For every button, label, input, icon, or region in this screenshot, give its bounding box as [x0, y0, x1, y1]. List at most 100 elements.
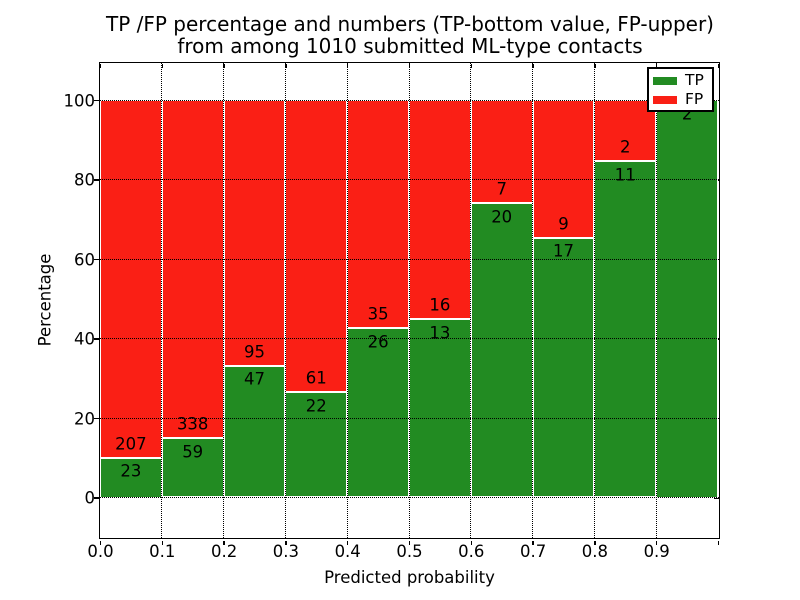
bar-label-tp: 23 — [120, 461, 142, 481]
gridline-vertical — [161, 63, 163, 538]
bar-fp-segment — [223, 100, 286, 366]
legend-swatch — [653, 76, 677, 85]
y-tick-label: 80 — [74, 170, 95, 190]
bar-label-fp: 7 — [496, 179, 507, 199]
legend-swatch — [653, 95, 677, 104]
gridline-vertical — [223, 63, 225, 538]
gridline-vertical — [655, 63, 657, 538]
gridline-horizontal — [100, 258, 719, 260]
bar-fp-segment — [285, 100, 348, 393]
gridline-horizontal — [100, 179, 719, 180]
x-tick-mark-top — [408, 63, 411, 68]
bar-label-fp: 95 — [244, 342, 265, 362]
gridline-horizontal — [100, 338, 719, 339]
y-tick-label: 40 — [74, 329, 95, 349]
y-tick-label: 20 — [74, 409, 95, 428]
bar-label-tp: 47 — [244, 369, 265, 389]
y-tick-mark — [94, 417, 99, 420]
x-tick-mark-top — [470, 63, 473, 68]
gridline-horizontal — [100, 99, 719, 101]
x-tick-label: 0.9 — [643, 542, 670, 561]
bar-tp-segment — [161, 438, 224, 498]
legend: TP FP — [647, 67, 714, 112]
bar-tp-segment — [594, 161, 657, 498]
x-tick-mark-top — [655, 63, 658, 68]
bar-label-fp: 61 — [305, 368, 327, 388]
bar-label-tp: 20 — [491, 207, 513, 227]
chart-title: TP /FP percentage and numbers (TP-bottom… — [90, 13, 730, 57]
bar-tp-segment — [656, 100, 718, 498]
gridline-horizontal — [100, 417, 719, 419]
chart-title-line2: from among 1010 submitted ML-type contac… — [177, 34, 643, 58]
bar-fp-segment — [409, 100, 471, 320]
chart-title-line1: TP /FP percentage and numbers (TP-bottom… — [106, 12, 714, 36]
x-tick-mark — [408, 540, 411, 545]
x-tick-mark — [161, 540, 164, 545]
bar-label-tp: 22 — [305, 396, 327, 416]
bar-label-tp: 59 — [182, 442, 204, 462]
x-tick-mark — [99, 540, 102, 545]
y-tick-mark — [94, 179, 99, 181]
x-tick-mark-top — [99, 63, 102, 68]
x-tick-mark-top — [223, 63, 225, 68]
legend-label: FP — [685, 90, 704, 108]
x-tick-label: 0.0 — [87, 542, 114, 561]
bar-label-tp: 11 — [614, 165, 636, 185]
bar-fp-segment — [100, 100, 162, 458]
bar-label-tp: 13 — [429, 323, 451, 343]
gridline-vertical — [593, 63, 595, 538]
plot-canvas: 23 207 59 338 47 95 22 61 26 35 13 16 20 7 17 9 11 2 2 — [100, 63, 719, 538]
gridline-vertical — [470, 63, 472, 538]
bar-label-tp: 17 — [553, 241, 574, 261]
y-tick-label: 60 — [74, 250, 95, 269]
bar-tp-segment — [409, 319, 471, 498]
bar-label-fp: 207 — [115, 434, 147, 454]
x-tick-mark-top — [285, 63, 287, 68]
bar-label-fp: 16 — [429, 295, 451, 315]
x-tick-label: 0.1 — [149, 542, 176, 561]
bar-label-fp: 338 — [176, 414, 209, 434]
x-axis-label: Predicted probability — [324, 568, 495, 587]
x-tick-mark-top — [161, 63, 164, 68]
x-tick-label: 0.3 — [272, 542, 300, 561]
x-tick-mark-top — [346, 63, 349, 68]
x-tick-mark — [717, 540, 720, 545]
plot-area: 23 207 59 338 47 95 22 61 26 35 13 16 20 7 17 9 11 2 2 — [99, 62, 720, 539]
legend-item: TP — [653, 71, 712, 90]
x-tick-mark-top — [717, 63, 720, 68]
gridline-vertical — [532, 63, 534, 538]
y-tick-mark — [94, 338, 99, 340]
bar-label-fp: 2 — [620, 137, 631, 157]
legend-label: TP — [685, 71, 704, 89]
x-tick-label: 0.7 — [519, 542, 547, 561]
gridline-vertical — [284, 63, 286, 538]
y-tick-mark — [94, 258, 99, 261]
x-tick-label: 0.5 — [396, 542, 423, 561]
bar-fp-segment — [161, 100, 224, 439]
x-tick-mark — [532, 540, 534, 545]
y-tick-label: 0 — [84, 488, 96, 508]
x-tick-mark — [470, 540, 473, 545]
x-tick-mark-top — [532, 63, 534, 68]
x-tick-label: 0.2 — [210, 542, 238, 561]
y-tick-label: 100 — [63, 91, 96, 110]
x-tick-mark — [223, 540, 225, 545]
y-tick-mark — [94, 99, 99, 102]
y-tick-mark-right — [714, 497, 719, 499]
bar-label-fp: 35 — [367, 304, 389, 324]
bar-label-tp: 26 — [367, 332, 389, 352]
gridline-vertical — [346, 63, 348, 538]
gridline-horizontal — [100, 497, 719, 498]
gridline-vertical — [408, 63, 410, 538]
bar-label-tp: 2 — [681, 104, 693, 123]
bar-fp-segment — [532, 100, 595, 238]
bar-tp-segment — [347, 328, 409, 498]
x-tick-label: 0.6 — [458, 542, 485, 561]
x-tick-label: 0.4 — [334, 542, 361, 561]
y-tick-mark — [94, 497, 99, 499]
x-tick-mark — [655, 540, 658, 545]
bar-tp-segment — [100, 457, 162, 498]
x-tick-mark — [594, 540, 596, 545]
x-tick-mark — [285, 540, 287, 545]
